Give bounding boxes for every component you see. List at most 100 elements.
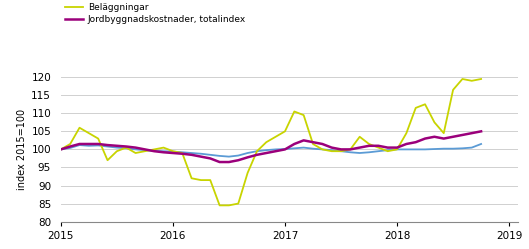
Jordbyggnadskostnader, totalindex — [478, 130, 484, 133]
Markkonstruktioner — [422, 148, 428, 151]
Jordbyggnadskostnader, totalindex — [132, 146, 139, 149]
Beläggningar — [170, 150, 176, 153]
Markkonstruktioner — [95, 144, 102, 147]
Line: Jordbyggnadskostnader, totalindex: Jordbyggnadskostnader, totalindex — [61, 131, 481, 162]
Markkonstruktioner — [254, 150, 260, 153]
Beläggningar — [160, 146, 167, 149]
Markkonstruktioner — [478, 142, 484, 145]
Jordbyggnadskostnader, totalindex — [207, 157, 213, 160]
Beläggningar — [385, 150, 391, 153]
Markkonstruktioner — [413, 148, 419, 151]
Jordbyggnadskostnader, totalindex — [123, 145, 130, 148]
Beläggningar — [459, 77, 466, 80]
Markkonstruktioner — [170, 150, 176, 153]
Markkonstruktioner — [347, 151, 353, 154]
Jordbyggnadskostnader, totalindex — [450, 135, 456, 138]
Beläggningar — [114, 150, 120, 153]
Beläggningar — [403, 132, 409, 135]
Y-axis label: index 2015=100: index 2015=100 — [17, 109, 27, 190]
Markkonstruktioner — [76, 144, 83, 147]
Jordbyggnadskostnader, totalindex — [357, 146, 363, 149]
Jordbyggnadskostnader, totalindex — [142, 148, 148, 151]
Markkonstruktioner — [403, 148, 409, 151]
Markkonstruktioner — [366, 151, 372, 154]
Beläggningar — [86, 132, 92, 135]
Markkonstruktioner — [114, 146, 120, 149]
Beläggningar — [329, 150, 335, 153]
Beläggningar — [319, 148, 325, 151]
Beläggningar — [282, 130, 288, 133]
Markkonstruktioner — [441, 147, 447, 150]
Beläggningar — [123, 146, 130, 149]
Markkonstruktioner — [272, 148, 279, 151]
Beläggningar — [441, 132, 447, 135]
Jordbyggnadskostnader, totalindex — [291, 142, 297, 145]
Markkonstruktioner — [469, 146, 475, 149]
Jordbyggnadskostnader, totalindex — [329, 146, 335, 149]
Markkonstruktioner — [216, 154, 223, 157]
Jordbyggnadskostnader, totalindex — [310, 141, 316, 144]
Jordbyggnadskostnader, totalindex — [188, 153, 195, 156]
Beläggningar — [188, 177, 195, 180]
Jordbyggnadskostnader, totalindex — [394, 146, 400, 149]
Beläggningar — [67, 142, 74, 145]
Jordbyggnadskostnader, totalindex — [366, 144, 372, 147]
Jordbyggnadskostnader, totalindex — [403, 142, 409, 145]
Jordbyggnadskostnader, totalindex — [459, 133, 466, 136]
Beläggningar — [244, 171, 251, 174]
Jordbyggnadskostnader, totalindex — [151, 150, 158, 153]
Markkonstruktioner — [282, 148, 288, 151]
Legend: Markkonstruktioner, Beläggningar, Jordbyggnadskostnader, totalindex: Markkonstruktioner, Beläggningar, Jordby… — [66, 0, 246, 24]
Markkonstruktioner — [235, 154, 241, 157]
Jordbyggnadskostnader, totalindex — [114, 144, 120, 147]
Markkonstruktioner — [58, 148, 64, 151]
Beläggningar — [235, 202, 241, 205]
Jordbyggnadskostnader, totalindex — [76, 142, 83, 145]
Markkonstruktioner — [179, 151, 186, 154]
Beläggningar — [132, 151, 139, 154]
Markkonstruktioner — [310, 147, 316, 150]
Markkonstruktioner — [244, 151, 251, 154]
Beläggningar — [95, 137, 102, 140]
Jordbyggnadskostnader, totalindex — [235, 159, 241, 162]
Markkonstruktioner — [329, 149, 335, 152]
Beläggningar — [422, 103, 428, 106]
Beläggningar — [207, 179, 213, 182]
Jordbyggnadskostnader, totalindex — [422, 137, 428, 140]
Beläggningar — [338, 150, 344, 153]
Jordbyggnadskostnader, totalindex — [347, 148, 353, 151]
Markkonstruktioner — [151, 149, 158, 152]
Jordbyggnadskostnader, totalindex — [272, 150, 279, 153]
Jordbyggnadskostnader, totalindex — [244, 156, 251, 159]
Jordbyggnadskostnader, totalindex — [58, 148, 64, 151]
Beläggningar — [357, 135, 363, 138]
Markkonstruktioner — [188, 151, 195, 154]
Jordbyggnadskostnader, totalindex — [86, 142, 92, 145]
Markkonstruktioner — [338, 150, 344, 153]
Jordbyggnadskostnader, totalindex — [226, 161, 232, 164]
Markkonstruktioner — [160, 150, 167, 153]
Beläggningar — [431, 121, 437, 124]
Markkonstruktioner — [357, 151, 363, 154]
Beläggningar — [469, 79, 475, 82]
Markkonstruktioner — [385, 149, 391, 152]
Jordbyggnadskostnader, totalindex — [469, 132, 475, 135]
Beläggningar — [478, 77, 484, 80]
Beläggningar — [142, 150, 148, 153]
Markkonstruktioner — [67, 146, 74, 149]
Markkonstruktioner — [207, 153, 213, 156]
Markkonstruktioner — [319, 148, 325, 151]
Beläggningar — [179, 151, 186, 154]
Beläggningar — [450, 88, 456, 91]
Markkonstruktioner — [226, 155, 232, 158]
Markkonstruktioner — [300, 146, 307, 149]
Beläggningar — [310, 142, 316, 145]
Jordbyggnadskostnader, totalindex — [413, 141, 419, 144]
Jordbyggnadskostnader, totalindex — [431, 135, 437, 138]
Jordbyggnadskostnader, totalindex — [375, 144, 381, 147]
Markkonstruktioner — [450, 147, 456, 150]
Line: Markkonstruktioner: Markkonstruktioner — [61, 144, 481, 157]
Markkonstruktioner — [132, 148, 139, 151]
Jordbyggnadskostnader, totalindex — [160, 151, 167, 154]
Jordbyggnadskostnader, totalindex — [282, 148, 288, 151]
